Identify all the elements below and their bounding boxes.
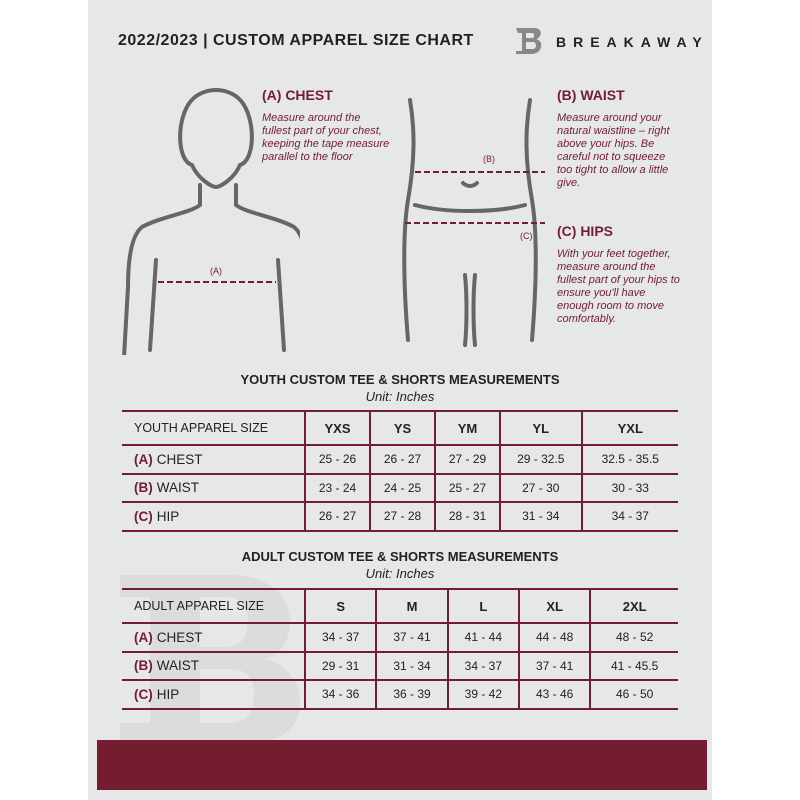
table-cell: 46 - 50 xyxy=(589,680,678,710)
chest-description: Measure around the fullest part of your … xyxy=(262,112,390,163)
table-cell: 41 - 44 xyxy=(446,623,519,653)
table-cell: 30 - 33 xyxy=(580,473,678,503)
size-header: L xyxy=(446,588,519,624)
table-cell: 37 - 41 xyxy=(375,623,448,653)
brand-name: BREAKAWAY xyxy=(556,34,709,50)
waist-heading: (B) WAIST xyxy=(557,87,625,103)
table-row: (C) HIP 26 - 27 27 - 28 28 - 31 31 - 34 34 - … xyxy=(122,502,678,532)
table-cell: 25 - 27 xyxy=(434,473,500,503)
table-header-row: YOUTH APPAREL SIZE YXS YS YM YL YXL xyxy=(122,410,678,446)
size-header: XL xyxy=(517,588,591,624)
size-header: YXL xyxy=(580,410,678,446)
table-row: (A) CHEST 25 - 26 26 - 27 27 - 29 29 - 32.5 3… xyxy=(122,445,678,475)
size-header: YM xyxy=(434,410,500,446)
table-cell: 26 - 27 xyxy=(304,502,370,532)
waist-description: Measure around your natural waistline – … xyxy=(557,112,670,189)
hips-heading: (C) HIPS xyxy=(557,223,613,239)
table-row: (C) HIP 34 - 36 36 - 39 39 - 42 43 - 46 46 - … xyxy=(122,680,678,710)
row-label: (A) CHEST xyxy=(122,445,305,475)
table-cell: 32.5 - 35.5 xyxy=(580,445,678,475)
breakaway-logo-icon xyxy=(516,28,542,54)
size-header: 2XL xyxy=(589,588,678,624)
size-label: YOUTH APPAREL SIZE xyxy=(122,410,305,446)
size-header: YS xyxy=(369,410,435,446)
size-header: YL xyxy=(499,410,582,446)
row-label: (B) WAIST xyxy=(122,473,305,503)
adult-unit: Unit: Inches xyxy=(365,566,435,581)
chest-figure-illustration xyxy=(122,88,300,355)
youth-table-title: YOUTH CUSTOM TEE & SHORTS MEASUREMENTS xyxy=(240,372,560,387)
table-cell: 24 - 25 xyxy=(369,473,435,503)
table-cell: 34 - 37 xyxy=(303,623,377,653)
table-cell: 28 - 31 xyxy=(434,502,500,532)
table-cell: 31 - 34 xyxy=(375,651,448,681)
size-label: ADULT APPAREL SIZE xyxy=(122,588,305,624)
table-cell: 44 - 48 xyxy=(517,623,591,653)
adult-table-title: ADULT CUSTOM TEE & SHORTS MEASUREMENTS xyxy=(241,549,559,564)
row-label: (B) WAIST xyxy=(122,651,305,681)
table-cell: 34 - 37 xyxy=(446,651,519,681)
row-label: (C) HIP xyxy=(122,502,305,532)
waist-marker: (B) xyxy=(483,154,495,164)
hips-description: With your feet together, measure around … xyxy=(557,248,680,325)
hips-marker: (C) xyxy=(520,231,533,241)
youth-unit: Unit: Inches xyxy=(365,389,435,404)
youth-size-table: YOUTH APPAREL SIZE YXS YS YM YL YXL (A) C… xyxy=(122,410,678,532)
page-title: 2022/2023 | CUSTOM APPAREL SIZE CHART xyxy=(118,32,474,49)
table-row: (B) WAIST 23 - 24 24 - 25 25 - 27 27 - 30 30 … xyxy=(122,473,678,503)
table-cell: 23 - 24 xyxy=(304,473,370,503)
table-cell: 43 - 46 xyxy=(517,680,591,710)
table-cell: 39 - 42 xyxy=(446,680,519,710)
table-header-row: ADULT APPAREL SIZE S M L XL 2XL xyxy=(122,588,678,624)
table-cell: 34 - 37 xyxy=(580,502,678,532)
chest-marker: (A) xyxy=(210,266,222,276)
table-cell: 36 - 39 xyxy=(375,680,448,710)
table-cell: 25 - 26 xyxy=(304,445,370,475)
table-row: (A) CHEST 34 - 37 37 - 41 41 - 44 44 - 48 48 … xyxy=(122,623,678,653)
table-cell: 26 - 27 xyxy=(369,445,435,475)
adult-size-table: ADULT APPAREL SIZE S M L XL 2XL (A) CHEST… xyxy=(122,588,678,710)
row-label: (C) HIP xyxy=(122,680,305,710)
table-cell: 37 - 41 xyxy=(517,651,591,681)
size-header: YXS xyxy=(304,410,370,446)
table-cell: 29 - 31 xyxy=(303,651,377,681)
footer-bar xyxy=(97,740,707,790)
table-cell: 27 - 29 xyxy=(434,445,500,475)
size-header: M xyxy=(375,588,448,624)
size-header: S xyxy=(303,588,377,624)
table-row: (B) WAIST 29 - 31 31 - 34 34 - 37 37 - 41 41 … xyxy=(122,651,678,681)
waist-hip-figure-illustration xyxy=(402,98,545,347)
table-cell: 29 - 32.5 xyxy=(499,445,582,475)
table-cell: 41 - 45.5 xyxy=(589,651,678,681)
table-cell: 34 - 36 xyxy=(303,680,377,710)
table-cell: 31 - 34 xyxy=(499,502,582,532)
table-cell: 48 - 52 xyxy=(589,623,678,653)
table-cell: 27 - 28 xyxy=(369,502,435,532)
chest-heading: (A) CHEST xyxy=(262,87,333,103)
table-cell: 27 - 30 xyxy=(499,473,582,503)
row-label: (A) CHEST xyxy=(122,623,305,653)
